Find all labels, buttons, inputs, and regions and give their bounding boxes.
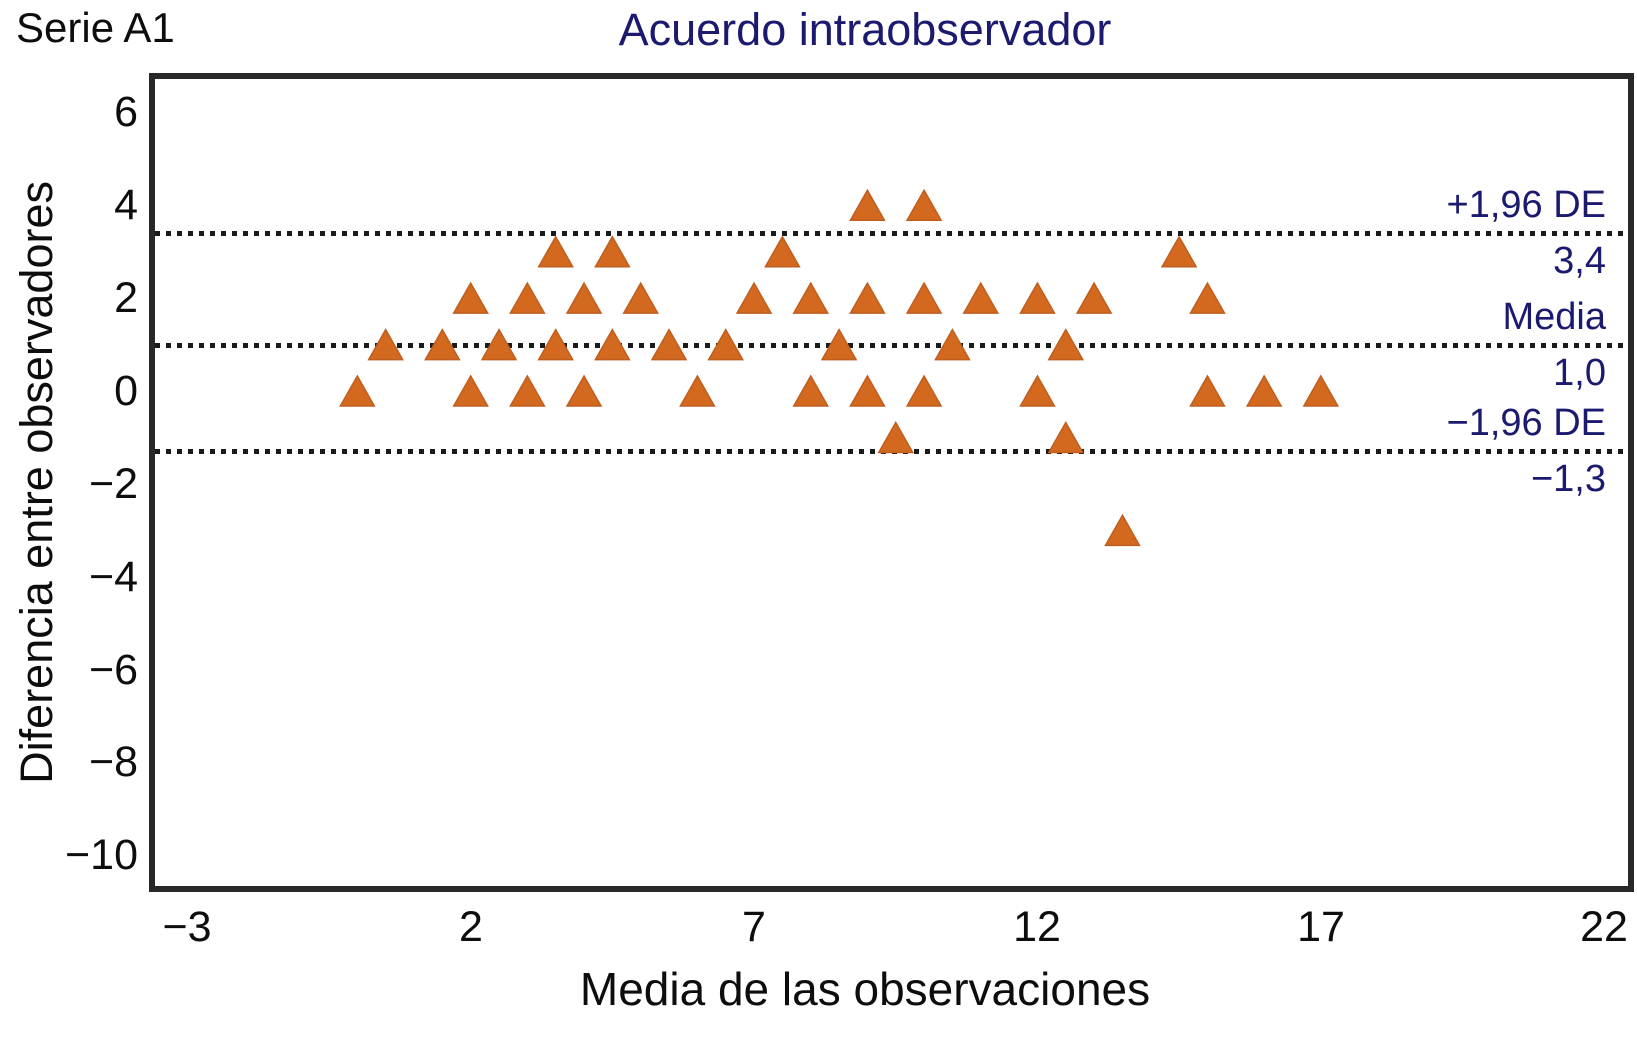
x-tick-label: 22 — [1580, 903, 1628, 951]
data-point-triangle — [622, 281, 659, 314]
reference-line-label: −1,96 DE — [1446, 402, 1607, 444]
data-point-triangle — [650, 328, 688, 361]
data-point-triangle — [594, 235, 631, 268]
series-label: Serie A1 — [16, 4, 175, 51]
data-point-triangle — [594, 328, 631, 361]
data-point-triangle — [424, 328, 461, 361]
y-tick-label: 4 — [114, 181, 138, 229]
data-point-triangle — [905, 374, 943, 407]
y-tick-label: −2 — [88, 460, 138, 508]
data-point-triangle — [792, 374, 830, 407]
data-point-triangle — [735, 281, 773, 314]
data-point-triangle — [339, 374, 376, 407]
data-point-triangle — [1245, 374, 1283, 407]
y-tick-label: 6 — [114, 88, 138, 136]
data-point-triangle — [452, 281, 489, 314]
data-point-triangle — [1160, 235, 1198, 268]
data-point-triangle — [849, 374, 886, 407]
data-point-triangle — [480, 328, 518, 361]
plot-area: +1,96 DE 3,4 Media 1,0 −1,96 DE −1,3 — [149, 73, 1634, 892]
data-point-triangle — [849, 188, 886, 222]
data-point-triangle — [537, 235, 574, 268]
x-tick-label: 12 — [1013, 903, 1061, 951]
data-point-triangle — [509, 374, 546, 407]
data-point-triangle — [792, 281, 830, 314]
data-point-triangle — [849, 281, 886, 314]
data-point-triangle — [820, 328, 858, 361]
data-point-triangle — [1047, 328, 1085, 361]
y-tick-label: −6 — [88, 646, 138, 694]
data-point-triangle — [565, 281, 603, 314]
reference-line-label: +1,96 DE — [1446, 184, 1607, 226]
reference-line — [155, 231, 1628, 236]
data-point-triangle — [934, 328, 971, 361]
data-point-triangle — [1019, 281, 1056, 314]
y-tick-label: 2 — [114, 274, 138, 322]
y-tick-label: −8 — [88, 738, 138, 786]
data-point-triangle — [962, 281, 1000, 314]
data-point-triangle — [1189, 281, 1226, 314]
data-point-triangle — [1104, 513, 1141, 547]
data-point-triangle — [877, 420, 915, 454]
x-tick-label: −3 — [162, 903, 212, 951]
chart-title: Acuerdo intraobservador — [618, 4, 1112, 55]
reference-line-value: 1,0 — [1553, 352, 1606, 394]
reference-line-value: 3,4 — [1553, 240, 1606, 282]
data-point-triangle — [1189, 374, 1226, 407]
data-point-triangle — [452, 374, 489, 407]
x-tick-label: 2 — [459, 903, 483, 951]
reference-line — [155, 343, 1628, 348]
data-point-triangle — [537, 328, 574, 361]
data-point-triangle — [707, 328, 745, 361]
data-point-triangle — [1302, 374, 1340, 407]
data-points-layer — [339, 188, 1340, 547]
data-point-triangle — [679, 374, 716, 407]
data-point-triangle — [905, 188, 943, 222]
data-point-triangle — [565, 374, 603, 407]
y-tick-label: −10 — [65, 831, 138, 879]
data-point-triangle — [1047, 420, 1085, 454]
x-tick-label: 7 — [742, 903, 766, 951]
data-point-triangle — [1075, 281, 1113, 314]
y-tick-label: 0 — [114, 367, 138, 415]
data-point-triangle — [509, 281, 546, 314]
x-axis-title: Media de las observaciones — [579, 963, 1151, 1015]
reference-line-label: Media — [1502, 296, 1607, 338]
data-point-triangle — [764, 235, 801, 268]
data-point-triangle — [1019, 374, 1056, 407]
x-tick-label: 17 — [1297, 903, 1345, 951]
data-point-triangle — [367, 328, 404, 361]
reference-line-value: −1,3 — [1530, 458, 1606, 500]
y-tick-label: −4 — [88, 553, 138, 601]
data-point-triangle — [905, 281, 943, 314]
